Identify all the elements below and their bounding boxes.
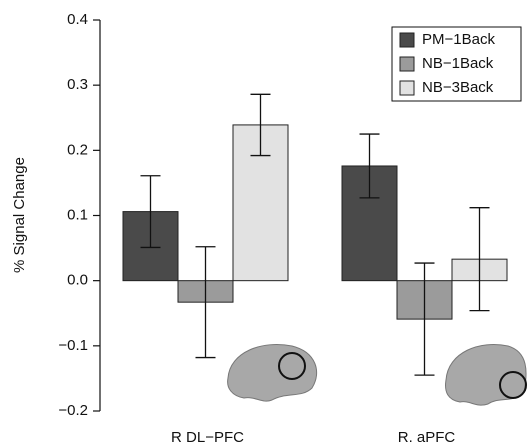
- x-tick-label: R DL−PFC: [171, 429, 244, 446]
- y-tick-label: 0.3: [67, 76, 88, 93]
- y-tick-label: 0.1: [67, 206, 88, 223]
- legend-label: NB−3Back: [422, 79, 494, 96]
- legend-label: NB−1Back: [422, 55, 494, 72]
- y-tick-label: −0.1: [58, 337, 88, 354]
- legend-swatch: [399, 56, 415, 72]
- y-axis-label: % Signal Change: [11, 157, 28, 273]
- y-tick-label: 0.2: [67, 141, 88, 158]
- legend-label: PM−1Back: [422, 31, 495, 48]
- legend-swatch: [399, 80, 415, 96]
- brain-image: [227, 344, 527, 406]
- legend-swatch: [399, 32, 415, 48]
- y-tick-label: −0.2: [58, 402, 88, 419]
- y-tick-label: 0.4: [67, 11, 88, 28]
- x-tick-label: R. aPFC: [398, 429, 456, 446]
- y-tick-label: 0.0: [67, 272, 88, 289]
